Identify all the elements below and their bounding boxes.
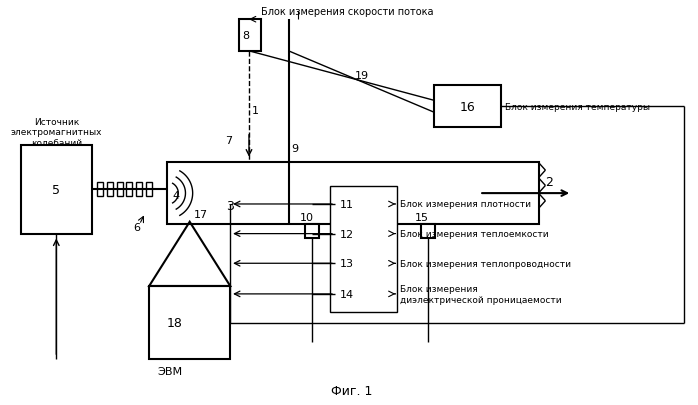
Text: Блок измерения температуры: Блок измерения температуры (505, 102, 650, 111)
Text: 17: 17 (193, 209, 208, 220)
Text: 8: 8 (242, 31, 250, 41)
Bar (167, 163, 539, 224)
Bar (335, 281, 392, 307)
Bar (239, 20, 261, 52)
Text: Блок измерения
диэлектрической проницаемости: Блок измерения диэлектрической проницаем… (400, 284, 562, 304)
Text: 18: 18 (167, 316, 183, 329)
Bar (337, 284, 390, 305)
Text: 3: 3 (226, 200, 234, 213)
Bar (335, 251, 392, 277)
Bar (305, 224, 319, 238)
Bar (335, 221, 392, 247)
Bar (337, 253, 390, 275)
Bar (126, 183, 133, 196)
Bar (21, 145, 92, 234)
Bar (107, 183, 112, 196)
Bar (421, 224, 435, 238)
Text: 7: 7 (225, 135, 232, 145)
Text: 13: 13 (340, 259, 354, 269)
Text: 2: 2 (545, 175, 554, 188)
Text: 10: 10 (299, 212, 313, 222)
Bar (330, 187, 397, 312)
Bar (149, 286, 230, 359)
Text: Фиг. 1: Фиг. 1 (331, 384, 373, 397)
Text: 19: 19 (355, 70, 369, 80)
Text: Источник
электромагнитных
колебаний: Источник электромагнитных колебаний (10, 118, 102, 147)
Bar (337, 194, 390, 215)
Text: 5: 5 (52, 183, 60, 196)
Text: Блок измерения плотности: Блок измерения плотности (400, 200, 531, 209)
Text: 6: 6 (133, 222, 140, 232)
Text: 14: 14 (340, 289, 354, 299)
Text: 15: 15 (415, 212, 429, 222)
Text: 12: 12 (340, 229, 354, 239)
Bar (335, 192, 392, 217)
Bar (117, 183, 123, 196)
Text: Блок измерения скорости потока: Блок измерения скорости потока (261, 7, 433, 17)
Text: 9: 9 (292, 143, 299, 153)
Bar (136, 183, 142, 196)
Bar (97, 183, 103, 196)
Bar (146, 183, 152, 196)
Text: 16: 16 (459, 100, 475, 113)
Bar (433, 86, 501, 128)
Text: ЭВМ: ЭВМ (157, 366, 182, 376)
Text: Блок измерения теплоемкости: Блок измерения теплоемкости (400, 230, 549, 239)
Bar (337, 223, 390, 245)
Text: 1: 1 (252, 106, 259, 116)
Text: 11: 11 (340, 200, 354, 209)
Text: 4: 4 (173, 191, 180, 200)
Text: Блок измерения теплопроводности: Блок измерения теплопроводности (400, 259, 571, 268)
